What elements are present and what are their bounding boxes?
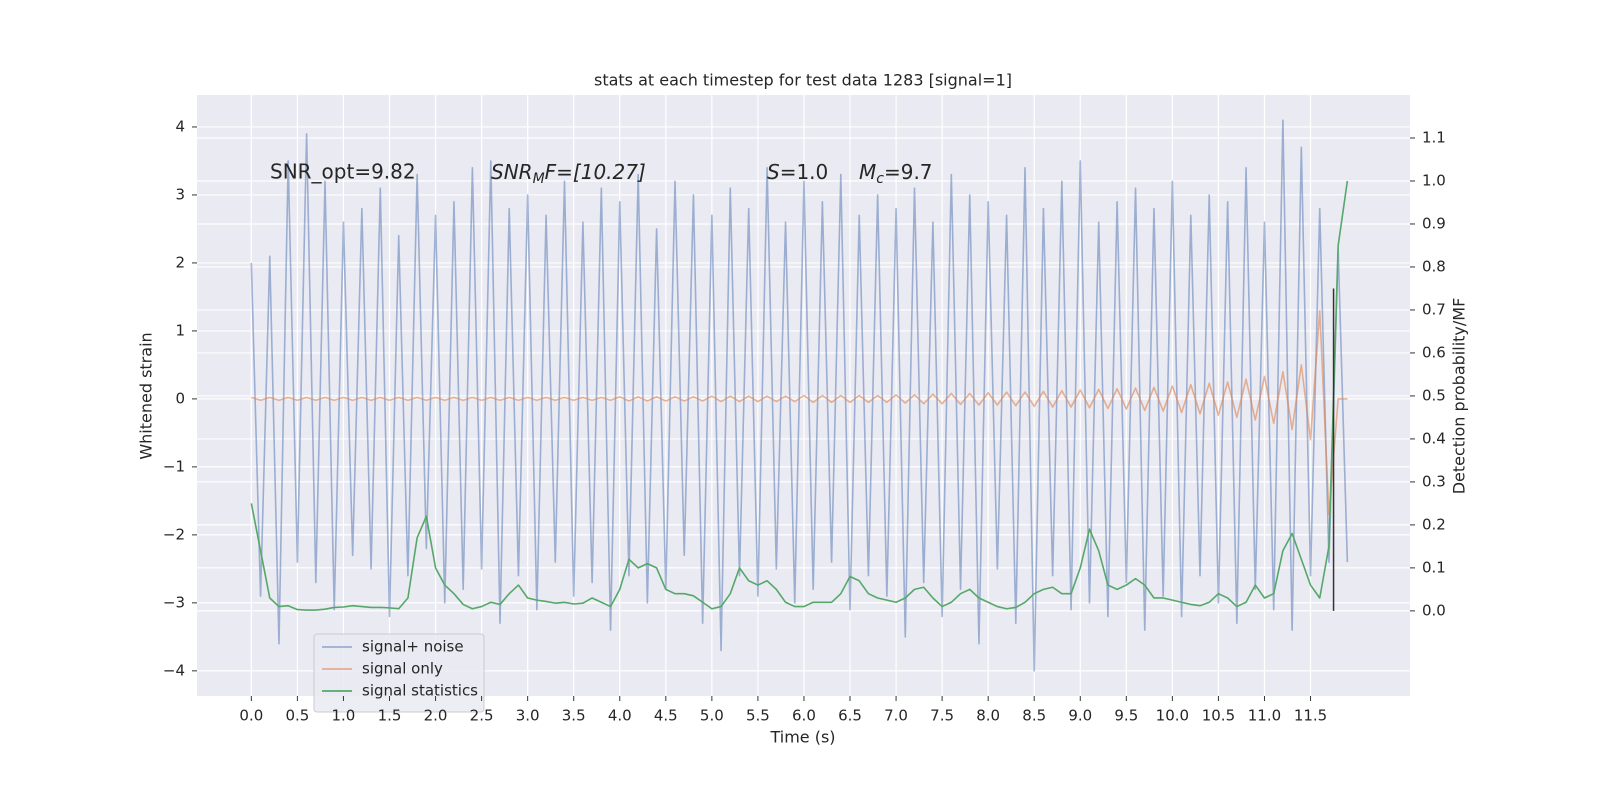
x-tick-label: 6.0 xyxy=(792,707,816,725)
x-tick-label: 5.5 xyxy=(746,707,770,725)
annotation-part: S xyxy=(767,160,780,184)
annotation-part: M xyxy=(533,171,545,187)
y-tick-label: 0 xyxy=(175,389,185,407)
x-tick-label: 4.0 xyxy=(608,707,632,725)
y2-tick-label: 0.1 xyxy=(1422,558,1446,576)
x-axis-label: Time (s) xyxy=(769,728,835,747)
legend: signal+ noise signal only signal statistic… xyxy=(313,633,485,713)
annotation: S=1.0 xyxy=(767,160,828,184)
x-tick-label: 11.0 xyxy=(1248,707,1281,725)
x-tick-label: 5.0 xyxy=(700,707,724,725)
x-tick-label: 9.0 xyxy=(1068,707,1092,725)
y-tick-label: 1 xyxy=(175,321,185,339)
y-tick-label: −2 xyxy=(163,525,185,543)
x-tick-label: 2.5 xyxy=(470,707,494,725)
y-tick-label: −1 xyxy=(163,457,185,475)
annotation: Mc=9.7 xyxy=(859,160,933,188)
legend-box xyxy=(313,633,485,713)
y2-tick-label: 1.1 xyxy=(1422,128,1446,146)
x-tick-label: 11.5 xyxy=(1294,707,1327,725)
y2-tick-label: 0.8 xyxy=(1422,257,1446,275)
annotation: SNR_opt=9.82 xyxy=(270,160,416,184)
legend-label: signal+ noise xyxy=(362,638,464,656)
annotation-part: =1.0 xyxy=(780,160,829,184)
annotation-part: SNR xyxy=(491,160,533,184)
y2-tick-label: 0.0 xyxy=(1422,601,1446,619)
y2-axis-label: Detection probability/MF xyxy=(1450,298,1469,495)
annotation-part: M xyxy=(859,160,876,184)
x-tick-label: 0.0 xyxy=(239,707,263,725)
annotation: SNRMF=[10.27] xyxy=(491,160,646,188)
y2-tick-label: 1.0 xyxy=(1422,171,1446,189)
y2-tick-label: 0.7 xyxy=(1422,300,1446,318)
x-tick-label: 1.5 xyxy=(378,707,402,725)
series-line xyxy=(251,309,1348,516)
y-tick-label: 4 xyxy=(175,117,185,135)
y-tick-label: −3 xyxy=(163,593,185,611)
x-tick-label: 2.0 xyxy=(424,707,448,725)
x-tick-label: 6.5 xyxy=(838,707,862,725)
x-tick-label: 8.0 xyxy=(976,707,1000,725)
x-tick-label: 7.0 xyxy=(884,707,908,725)
marks xyxy=(250,119,1349,672)
annotation-part: F=[10.27] xyxy=(545,160,646,184)
annotation-part: c xyxy=(876,171,884,187)
legend-label: signal only xyxy=(362,660,443,678)
x-tick-label: 3.5 xyxy=(562,707,586,725)
x-tick-label: 1.0 xyxy=(332,707,356,725)
annotation-part: =9.7 xyxy=(884,160,933,184)
x-tick-label: 3.0 xyxy=(516,707,540,725)
x-tick-label: 10.0 xyxy=(1156,707,1189,725)
x-tick-label: 7.5 xyxy=(930,707,954,725)
y2-tick-label: 0.2 xyxy=(1422,515,1446,533)
y-tick-label: 3 xyxy=(175,185,185,203)
chart-title: stats at each timestep for test data 128… xyxy=(594,71,1012,90)
x-tick-label: 9.5 xyxy=(1114,707,1138,725)
x-tick-label: 0.5 xyxy=(285,707,309,725)
series-line xyxy=(250,119,1349,672)
y-axis-label: Whitened strain xyxy=(137,332,156,459)
x-tick-label: 8.5 xyxy=(1022,707,1046,725)
y2-tick-label: 0.3 xyxy=(1422,472,1446,490)
y2-tick-label: 0.5 xyxy=(1422,386,1446,404)
y-tick-label: −4 xyxy=(163,661,185,679)
y-tick-label: 2 xyxy=(175,253,185,271)
y2-tick-label: 0.6 xyxy=(1422,343,1446,361)
y2-tick-label: 0.4 xyxy=(1422,429,1446,447)
series-line xyxy=(250,180,1349,611)
y2-tick-label: 0.9 xyxy=(1422,214,1446,232)
x-tick-label: 4.5 xyxy=(654,707,678,725)
x-tick-label: 10.5 xyxy=(1202,707,1235,725)
legend-label: signal statistics xyxy=(362,682,478,700)
